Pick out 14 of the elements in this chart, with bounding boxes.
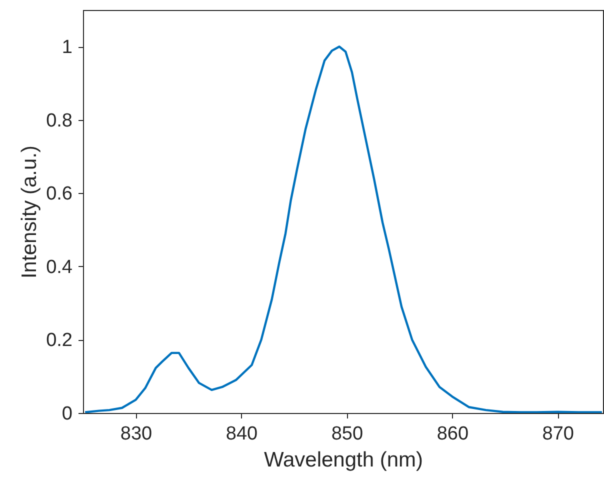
y-tick-label: 0: [62, 404, 72, 424]
x-tick-label: 840: [226, 424, 258, 444]
x-tick-label: 850: [331, 424, 364, 444]
x-tick-label: 830: [120, 424, 152, 444]
y-tick-label: 1: [62, 37, 72, 58]
x-tick-label: 860: [436, 424, 469, 444]
y-tick-label: 0.2: [46, 330, 72, 352]
y-tick-label: 0.6: [46, 184, 72, 205]
y-axis-title: Intensity (a.u.): [18, 145, 42, 279]
x-axis-title: Wavelength (nm): [264, 448, 424, 472]
line-series: [84, 46, 603, 413]
y-tick-label: 0.4: [46, 256, 73, 278]
x-tick-label: 870: [542, 424, 574, 444]
y-tick-label: 0.8: [46, 110, 72, 132]
